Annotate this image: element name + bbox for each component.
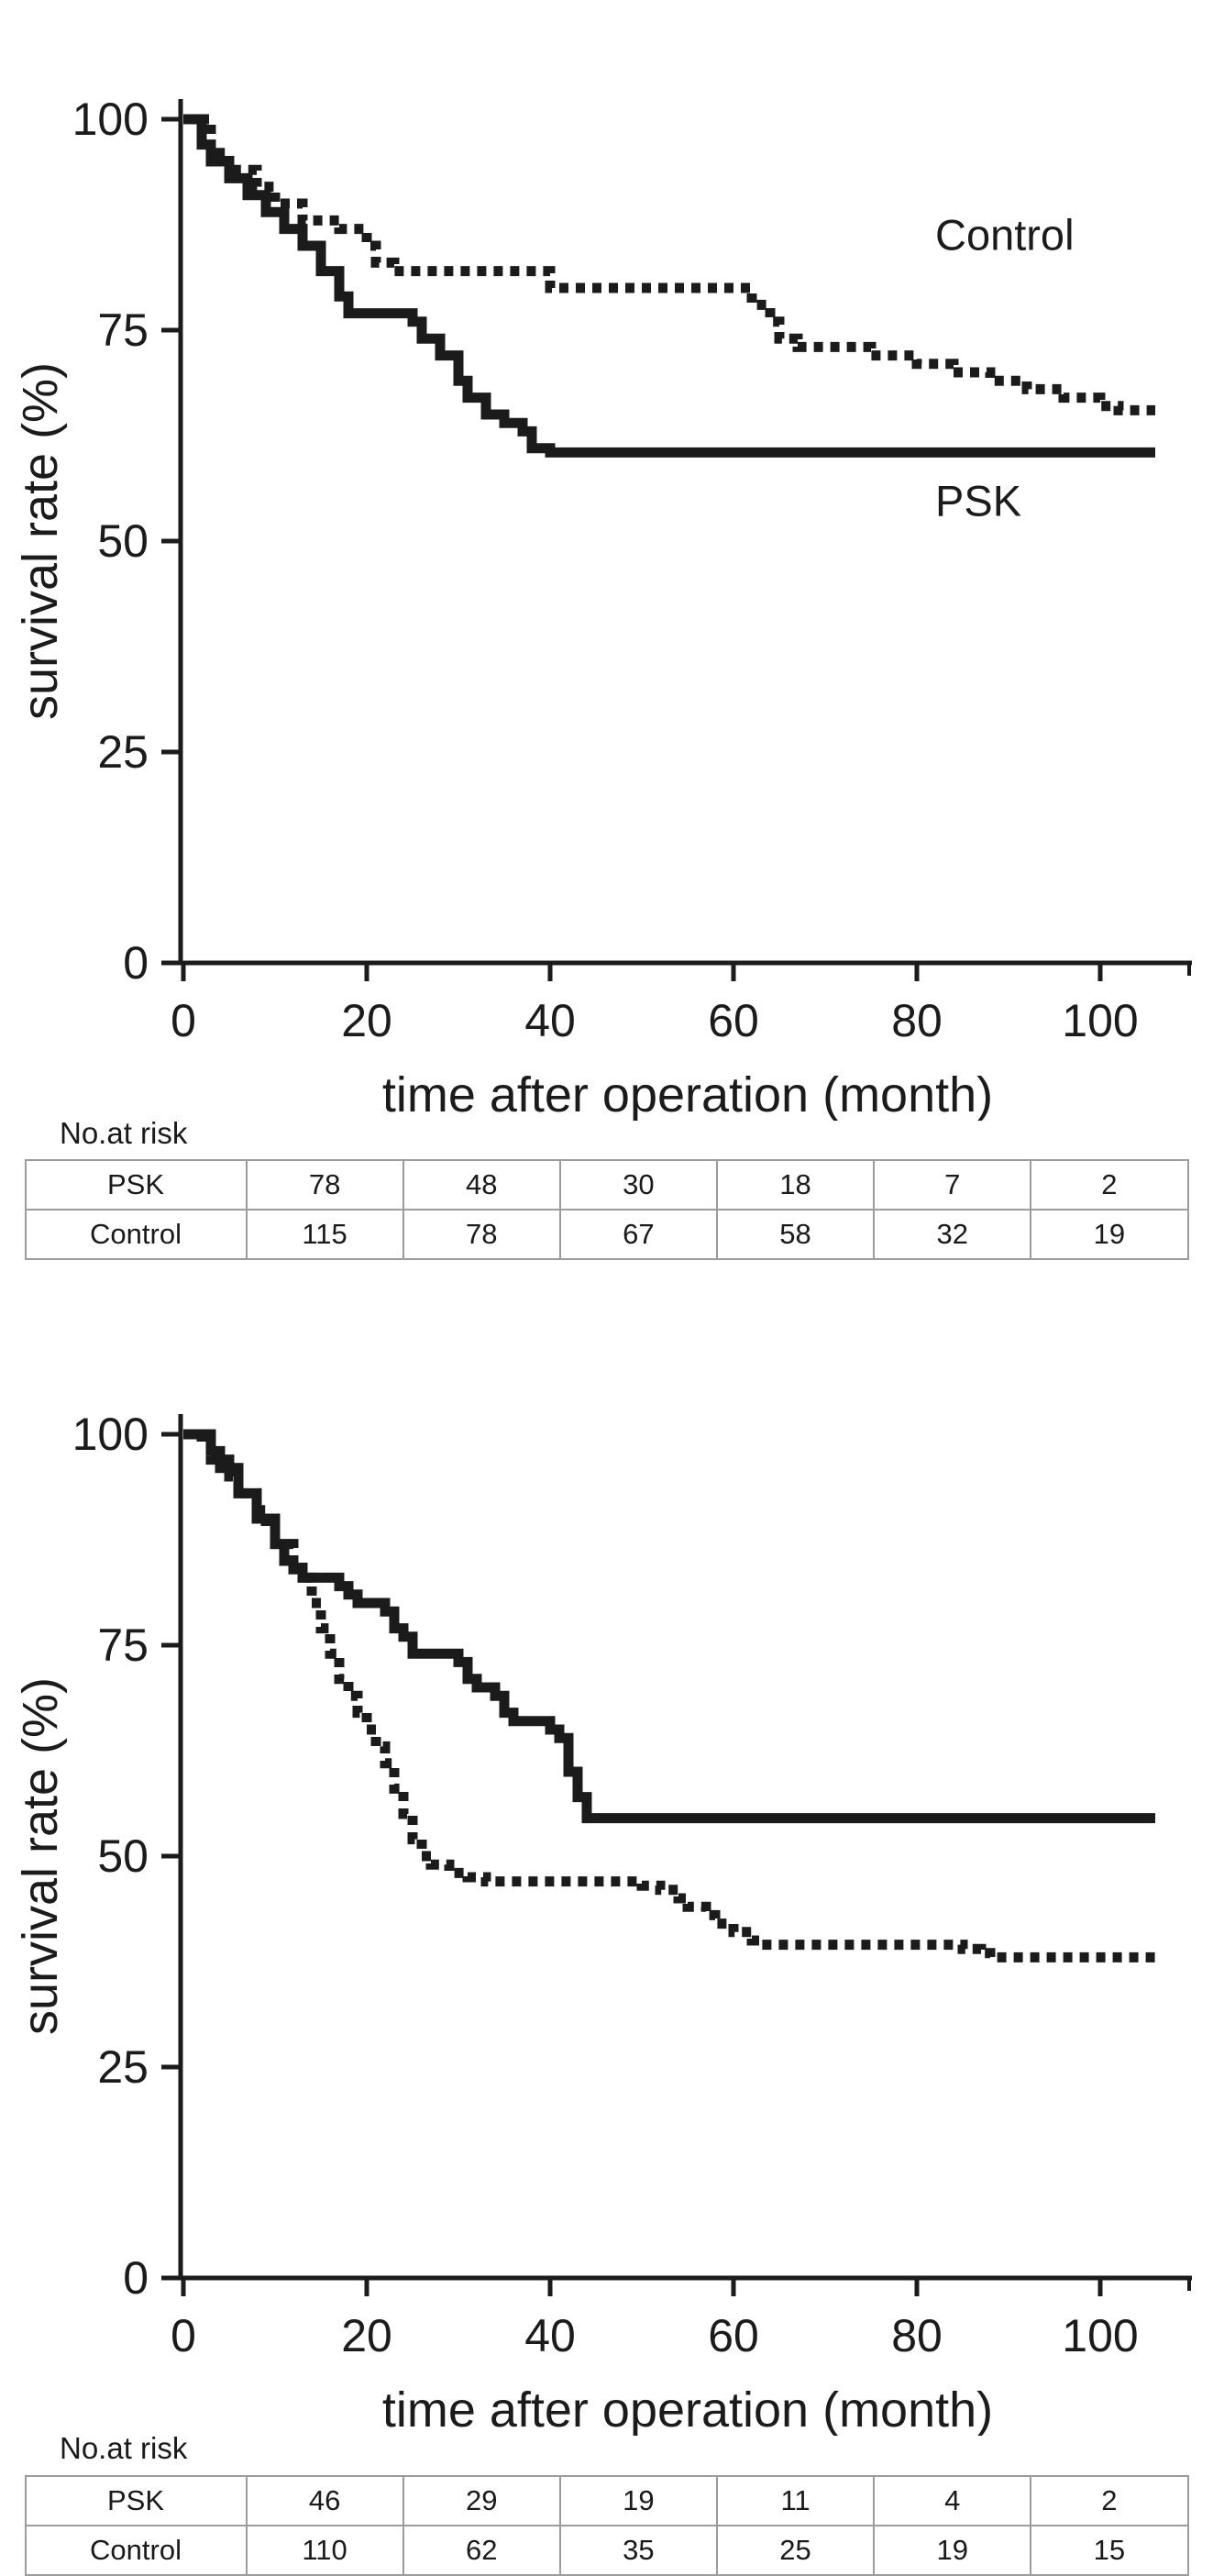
risk-table-row: PSK 78 48 30 18 7 2 [24,1159,1189,1211]
risk-row-label: PSK [24,2474,248,2526]
risk-count-cell: 19 [558,2474,718,2526]
x-tick-label: 100 [1062,2310,1138,2361]
series-label-control: Control [935,211,1075,260]
risk-count-cell: 2 [1030,1159,1189,1211]
survival-chart-2: 0 20 40 60 80 100 0 25 50 75 100 time after operati… [0,1324,1213,2436]
y-tick-label: 50 [97,515,149,567]
risk-count-cell: 2 [1030,2474,1189,2526]
risk-count-cell: 25 [715,2524,876,2576]
y-tick-label: 25 [97,2041,149,2093]
y-tick-label: 0 [123,2252,149,2304]
x-tick-label: 100 [1062,995,1138,1046]
risk-count-cell: 18 [715,1159,876,1211]
x-tick-label: 60 [708,995,759,1046]
series-label-psk: PSK [935,476,1021,525]
risk-table-1: PSK 78 48 30 18 7 2 Control 115 78 67 58 32 19 [24,1159,1189,1261]
series-curve-control [183,114,1155,415]
x-tick-label: 80 [891,2310,943,2361]
series-curve-control [183,1429,1155,1963]
risk-count-cell: 62 [402,2524,561,2576]
risk-count-cell: 46 [245,2474,404,2526]
risk-count-cell: 19 [1030,1209,1189,1261]
y-tick-label: 50 [97,1830,149,1882]
x-tick-label: 0 [171,995,196,1046]
survival-chart-1: 0 20 40 60 80 100 0 25 50 75 100 time after operati… [0,9,1213,1121]
series-curve-psk [183,114,1155,458]
figure-1: 0 20 40 60 80 100 0 25 50 75 100 time after operati… [0,9,1213,1261]
risk-count-cell: 19 [873,2524,1032,2576]
y-tick-label: 100 [72,1409,149,1460]
risk-count-cell: 32 [873,1209,1032,1261]
x-tick-label: 40 [524,995,576,1046]
y-axis-title: survival rate (%) [13,1677,68,2035]
series-curve-psk [183,1429,1155,1824]
y-axis-title: survival rate (%) [13,362,68,720]
survival-plot: 0 20 40 60 80 100 0 25 50 75 100 time after operati… [13,1409,1192,2436]
risk-count-cell: 11 [715,2474,876,2526]
risk-count-cell: 35 [558,2524,718,2576]
risk-table-row: Control 110 62 35 25 19 15 [24,2524,1189,2576]
x-tick-label: 20 [341,995,392,1046]
y-tick-label: 75 [97,1620,149,1671]
risk-row-label: PSK [24,1159,248,1211]
survival-plot: 0 20 40 60 80 100 0 25 50 75 100 time after operati… [13,94,1192,1121]
risk-count-cell: 58 [715,1209,876,1261]
x-tick-label: 0 [171,2310,196,2361]
x-axis-title: time after operation (month) [382,1067,993,1121]
risk-table-row: PSK 46 29 19 11 4 2 [24,2474,1189,2526]
risk-row-label: Control [24,1209,248,1261]
x-tick-label: 20 [341,2310,392,2361]
risk-count-cell: 29 [402,2474,561,2526]
x-tick-label: 40 [524,2310,576,2361]
risk-count-cell: 15 [1030,2524,1189,2576]
risk-count-cell: 110 [245,2524,404,2576]
y-tick-label: 25 [97,726,149,778]
x-tick-label: 80 [891,995,943,1046]
no-at-risk-label-2: No.at risk [60,2431,188,2466]
no-at-risk-label-1: No.at risk [60,1116,188,1150]
risk-row-label: Control [24,2524,248,2576]
y-tick-label: 0 [123,937,149,989]
y-tick-label: 100 [72,94,149,145]
risk-count-cell: 48 [402,1159,561,1211]
figure-page: 0 20 40 60 80 100 0 25 50 75 100 time after operati… [0,9,1213,2576]
risk-count-cell: 4 [873,2474,1032,2526]
risk-count-cell: 67 [558,1209,718,1261]
x-axis-title: time after operation (month) [382,2383,993,2436]
x-tick-label: 60 [708,2310,759,2361]
risk-count-cell: 115 [245,1209,404,1261]
risk-count-cell: 78 [402,1209,561,1261]
risk-count-cell: 30 [558,1159,718,1211]
risk-table-row: Control 115 78 67 58 32 19 [24,1209,1189,1261]
y-tick-label: 75 [97,304,149,356]
figure-2: 0 20 40 60 80 100 0 25 50 75 100 time after operati… [0,1324,1213,2576]
risk-count-cell: 78 [245,1159,404,1211]
risk-table-2: PSK 46 29 19 11 4 2 Control 110 62 35 25 19 15 [24,2474,1189,2576]
risk-count-cell: 7 [873,1159,1032,1211]
